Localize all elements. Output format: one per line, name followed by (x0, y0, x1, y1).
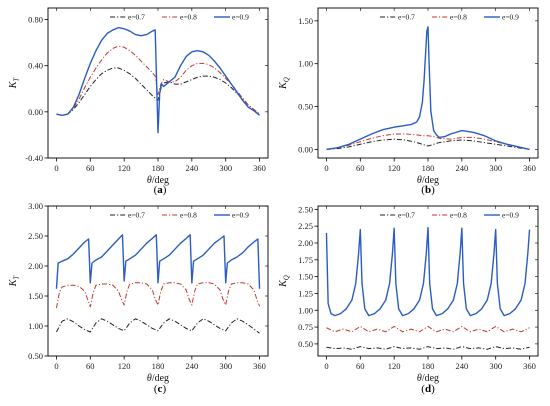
x-tick-label: 300 (489, 361, 502, 371)
panel-a: 0 60 120 180 240 300 360 -0.40 0.00 0.40 0.80 θ/deg… (8, 7, 269, 196)
y-tick-label: 0.75 (298, 322, 313, 332)
y-axis-label: KQ (278, 275, 291, 288)
legend-entry: e=0.7 (398, 211, 415, 220)
y-tick-label: 1.25 (298, 288, 313, 298)
y-tick-label: 1.00 (298, 59, 313, 69)
y-tick-label: 1.75 (298, 255, 313, 265)
x-tick-label: 60 (356, 361, 365, 371)
y-tick-label: 1.00 (298, 305, 313, 315)
x-tick-label: 180 (422, 361, 435, 371)
x-tick-label: 180 (422, 163, 435, 173)
y-tick-label: 0.50 (298, 339, 313, 349)
x-tick-label: 60 (356, 163, 365, 173)
panel-c: 0 60 120 180 240 300 360 0.50 1.00 1.50 2.00 2.50 3.… (8, 201, 269, 395)
panel-label: (a) (154, 184, 167, 196)
x-tick-label: 120 (118, 361, 131, 371)
y-tick-label: 0.00 (28, 107, 43, 117)
x-tick-label: 60 (86, 361, 95, 371)
x-tick-label: 360 (253, 163, 266, 173)
x-tick-label: 360 (523, 163, 536, 173)
series-line-e-0-7 (326, 346, 530, 350)
y-tick-label: 2.25 (298, 221, 313, 231)
series-line-e-0-8 (55, 282, 261, 309)
x-tick-label: 240 (185, 361, 198, 371)
x-tick-label: 360 (523, 361, 536, 371)
legend-entry: e=0.9 (232, 211, 249, 220)
legend-entry: e=0.9 (502, 13, 519, 22)
legend-entry: e=0.7 (128, 211, 145, 220)
series-line-e-0-7 (326, 138, 530, 150)
series-line-e-0-9 (326, 26, 530, 151)
x-tick-label: 180 (152, 163, 165, 173)
legend-entry: e=0.7 (128, 13, 145, 22)
series-line-e-0-9 (55, 234, 261, 289)
y-tick-label: 0.40 (28, 61, 43, 71)
y-tick-label: 1.50 (28, 291, 43, 301)
panel-b: 0 60 120 180 240 300 360 0.00 0.50 1.00 1.50 θ/deg K… (278, 7, 539, 196)
panel-label: (c) (154, 383, 167, 395)
series-line-e-0-8 (326, 133, 530, 150)
legend-entry: e=0.7 (398, 13, 415, 22)
x-tick-label: 120 (388, 361, 401, 371)
x-axis-label: θ/deg (147, 175, 169, 186)
y-tick-label: 1.50 (298, 272, 313, 282)
x-tick-label: 240 (185, 163, 198, 173)
x-tick-label: 240 (455, 163, 468, 173)
panel-label: (b) (421, 184, 435, 196)
legend-entry: e=0.8 (450, 13, 467, 22)
x-tick-label: 300 (489, 163, 502, 173)
y-tick-label: 1.00 (28, 321, 43, 331)
y-tick-label: 2.00 (298, 238, 313, 248)
y-tick-label: 1.50 (298, 16, 313, 26)
series-line-e-0-8 (326, 325, 530, 333)
x-tick-label: 0 (324, 163, 328, 173)
x-tick-label: 360 (253, 361, 266, 371)
x-tick-label: 0 (54, 361, 58, 371)
y-tick-label: 2.50 (28, 231, 43, 241)
x-tick-label: 180 (152, 361, 165, 371)
x-tick-label: 300 (219, 361, 232, 371)
series-line-e-0-7 (56, 67, 260, 116)
series-line-e-0-7 (56, 318, 260, 334)
panel-d: 0 60 120 180 240 300 360 0.50 0.75 1.00 1.25 1.50 1.… (278, 204, 539, 395)
x-tick-label: 120 (118, 163, 131, 173)
y-tick-label: 0.50 (28, 351, 43, 361)
x-tick-label: 0 (324, 361, 328, 371)
y-tick-label: 2.00 (28, 261, 43, 271)
y-tick-label: 0.80 (28, 15, 43, 25)
y-axis-label: KT (8, 77, 21, 90)
x-axis-label: θ/deg (417, 175, 439, 186)
y-tick-label: 3.00 (28, 201, 43, 211)
series-line-e-0-9 (325, 226, 531, 317)
y-axis-label: KQ (278, 77, 291, 90)
panel-label: (d) (421, 383, 435, 395)
x-tick-label: 60 (86, 163, 95, 173)
y-axis-label: KT (8, 275, 21, 288)
x-tick-label: 240 (455, 361, 468, 371)
x-tick-label: 0 (54, 163, 58, 173)
legend-entry: e=0.8 (450, 211, 467, 220)
legend-entry: e=0.8 (180, 13, 197, 22)
legend-entry: e=0.9 (502, 211, 519, 220)
x-axis-label: θ/deg (147, 373, 169, 384)
y-tick-label: -0.40 (25, 153, 43, 163)
x-tick-label: 120 (388, 163, 401, 173)
legend-entry: e=0.8 (180, 211, 197, 220)
x-axis-label: θ/deg (417, 373, 439, 384)
legend-entry: e=0.9 (232, 13, 249, 22)
x-tick-label: 300 (219, 163, 232, 173)
plot-frame (47, 7, 269, 159)
series-line-e-0-8 (56, 45, 260, 116)
y-tick-label: 0.50 (298, 102, 313, 112)
series-line-e-0-9 (56, 26, 260, 134)
y-tick-label: 2.50 (298, 204, 313, 214)
y-tick-label: 0.00 (298, 144, 313, 154)
